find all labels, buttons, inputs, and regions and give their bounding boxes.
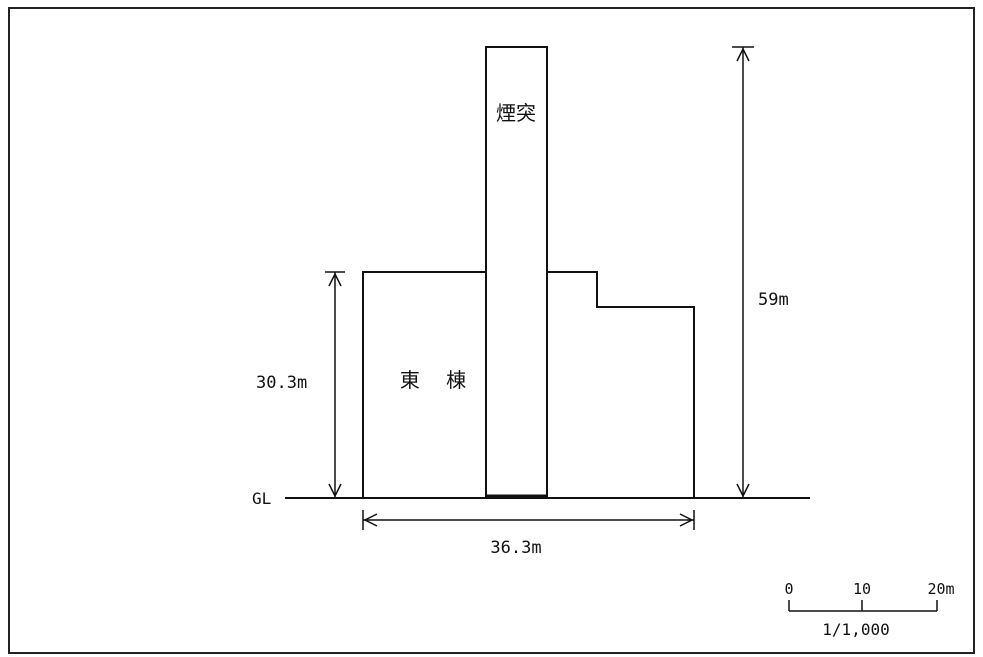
arrow-up-icon: [328, 272, 342, 287]
arrow-right-icon: [679, 513, 694, 527]
arrow-down-icon: [736, 483, 750, 498]
chimney-label: 煙突: [496, 101, 536, 125]
chimney-height-dimension: [732, 46, 754, 498]
arrow-left-icon: [363, 513, 378, 527]
ground-label: GL: [252, 489, 271, 508]
scale-bar: [788, 600, 938, 612]
building-label: 東 棟: [400, 368, 476, 392]
scale-tick-0: 0: [784, 580, 793, 598]
building-height-dimension: [325, 271, 345, 498]
building-height-label: 30.3m: [256, 373, 307, 393]
scale-tick-10: 10: [853, 580, 871, 598]
chimney-height-label: 59m: [758, 290, 789, 310]
arrow-down-icon: [328, 483, 342, 498]
chimney: [485, 46, 548, 498]
building-left-outline: [362, 271, 486, 498]
building-width-dimension: [362, 510, 695, 530]
scale-tick-20: 20m: [927, 580, 954, 598]
building-right-outline: [547, 271, 695, 498]
arrow-up-icon: [736, 47, 750, 62]
drawing-frame: [8, 7, 975, 654]
building-width-label: 36.3m: [490, 538, 541, 558]
scale-ratio: 1/1,000: [822, 620, 889, 639]
